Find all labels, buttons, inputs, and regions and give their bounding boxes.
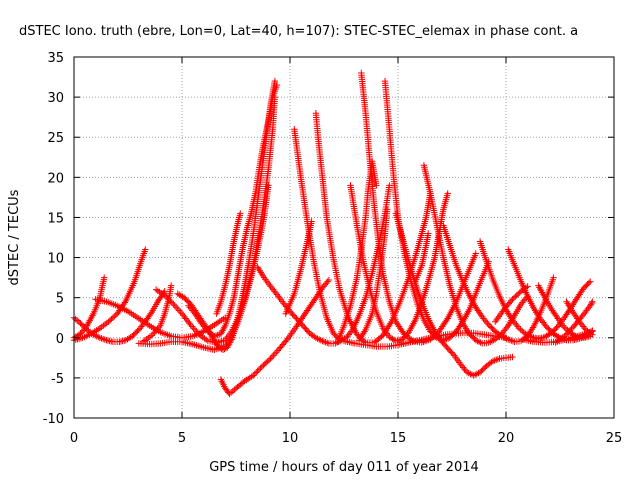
x-tick-label: 5 (178, 431, 186, 446)
data-point-marks (213, 210, 244, 317)
data-point-marks (152, 93, 279, 346)
y-tick-label: 5 (56, 292, 64, 307)
series-12 (254, 264, 345, 347)
data-point-marks (185, 81, 281, 340)
series-23 (412, 230, 432, 285)
x-tick-label: 0 (70, 431, 78, 446)
series-29 (492, 283, 531, 325)
series-22 (392, 210, 516, 379)
data-point-marks (392, 210, 516, 379)
y-axis-title: dSTEC / TECUs (7, 189, 22, 285)
grid (74, 57, 614, 418)
series-10 (213, 210, 244, 317)
series-14 (282, 218, 315, 317)
x-tick-label: 20 (498, 431, 515, 446)
y-tick-label: 30 (47, 91, 64, 106)
axis-ticks: 0 5 10 15 20 25 -10 -5 0 5 10 15 20 25 30 35 (43, 51, 623, 446)
data-point-marks (217, 276, 333, 398)
y-tick-label: -10 (43, 412, 64, 427)
series-8 (152, 93, 279, 346)
data-point-marks (520, 327, 596, 346)
plot-frame (73, 56, 615, 419)
y-tick-label: 20 (47, 171, 64, 186)
y-tick-label: 35 (47, 51, 64, 66)
y-tick-label: 25 (47, 131, 64, 146)
data-point-marks (355, 206, 391, 344)
chart-title: dSTEC Iono. truth (ebre, Lon=0, Lat=40, … (19, 24, 578, 39)
x-tick-label: 10 (282, 431, 299, 446)
data-marks (70, 69, 596, 398)
y-tick-label: 10 (47, 252, 64, 267)
series-32 (520, 327, 596, 346)
x-tick-label: 25 (606, 431, 623, 446)
x-axis-title: GPS time / hours of day 011 of year 2014 (209, 460, 479, 475)
data-point-marks (282, 218, 315, 317)
series-20 (355, 206, 391, 344)
data-point-marks (412, 230, 432, 285)
x-tick-label: 15 (390, 431, 407, 446)
series-9 (185, 81, 281, 340)
y-tick-label: -5 (51, 372, 64, 387)
y-tick-label: 0 (56, 332, 64, 347)
data-point-marks (254, 264, 345, 347)
data-point-marks (492, 283, 531, 325)
series-11 (217, 276, 333, 398)
y-tick-label: 15 (47, 211, 64, 226)
